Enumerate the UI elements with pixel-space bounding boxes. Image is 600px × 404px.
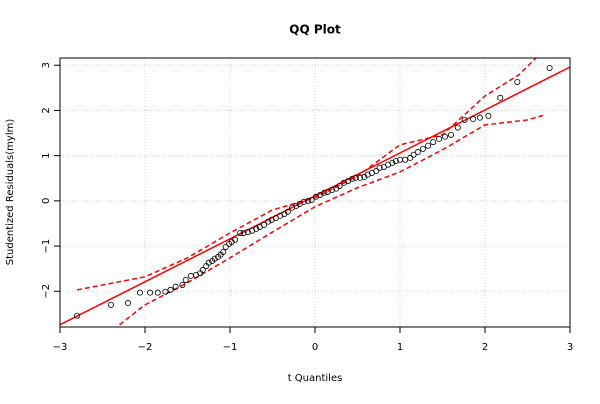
point: [172, 283, 179, 290]
y-tick-label: 2: [41, 107, 52, 113]
point: [205, 259, 212, 266]
y-tick-label: 1: [41, 152, 52, 158]
point: [293, 202, 300, 209]
point: [74, 312, 81, 319]
point: [108, 301, 115, 308]
point: [454, 124, 461, 131]
point: [402, 156, 409, 163]
point: [414, 149, 421, 156]
point: [321, 189, 328, 196]
point: [162, 288, 169, 295]
point: [442, 133, 449, 140]
chart-title: QQ Plot: [289, 23, 341, 37]
point: [376, 164, 383, 171]
y-tick-label: −2: [41, 284, 52, 299]
point: [357, 174, 364, 181]
point: [373, 168, 380, 175]
envelope-line: [76, 58, 537, 291]
point: [199, 267, 206, 274]
grid: [59, 58, 571, 327]
point: [349, 175, 356, 182]
point: [447, 131, 454, 138]
x-tick-label: 3: [567, 342, 573, 353]
point: [136, 289, 143, 296]
point: [147, 289, 154, 296]
x-tick-label: 0: [312, 342, 318, 353]
x-tick-label: −2: [138, 342, 153, 353]
point: [125, 300, 132, 307]
point: [425, 142, 432, 149]
point: [179, 281, 186, 288]
point: [461, 116, 468, 123]
y-tick-label: 0: [41, 198, 52, 204]
point: [392, 158, 399, 165]
x-tick-label: 2: [482, 342, 488, 353]
point: [407, 154, 414, 161]
x-tick-label: −3: [53, 342, 68, 353]
point: [389, 159, 396, 166]
point: [476, 114, 483, 121]
x-axis-label: t Quantiles: [288, 373, 343, 384]
point: [265, 218, 272, 225]
point: [352, 174, 359, 181]
y-axis-label: Studentized Residuals(mylm): [5, 119, 16, 266]
point: [222, 243, 229, 250]
point: [260, 221, 267, 228]
x-tick-label: 1: [397, 342, 403, 353]
y-tick-label: −1: [41, 239, 52, 254]
y-tick-label: 3: [41, 62, 52, 68]
point: [497, 94, 504, 101]
point: [514, 78, 521, 85]
point: [237, 229, 244, 236]
point: [485, 112, 492, 119]
point: [308, 196, 315, 203]
point: [240, 229, 247, 236]
point: [410, 151, 417, 158]
point: [470, 116, 477, 123]
plot-area: [60, 58, 570, 326]
point: [300, 198, 307, 205]
point: [253, 225, 260, 232]
point: [328, 187, 335, 194]
point: [336, 182, 343, 189]
point: [182, 276, 189, 283]
point: [167, 286, 174, 293]
point: [220, 248, 227, 255]
point: [305, 197, 312, 204]
point: [187, 272, 194, 279]
reference-line: [60, 66, 570, 326]
envelope-line: [119, 114, 545, 326]
point: [284, 208, 291, 215]
point: [154, 289, 161, 296]
x-tick-label: −1: [223, 342, 238, 353]
point: [211, 255, 218, 262]
point: [546, 64, 553, 71]
point: [232, 236, 239, 243]
point: [430, 139, 437, 146]
point: [244, 229, 251, 236]
point: [436, 135, 443, 142]
point: [419, 145, 426, 152]
